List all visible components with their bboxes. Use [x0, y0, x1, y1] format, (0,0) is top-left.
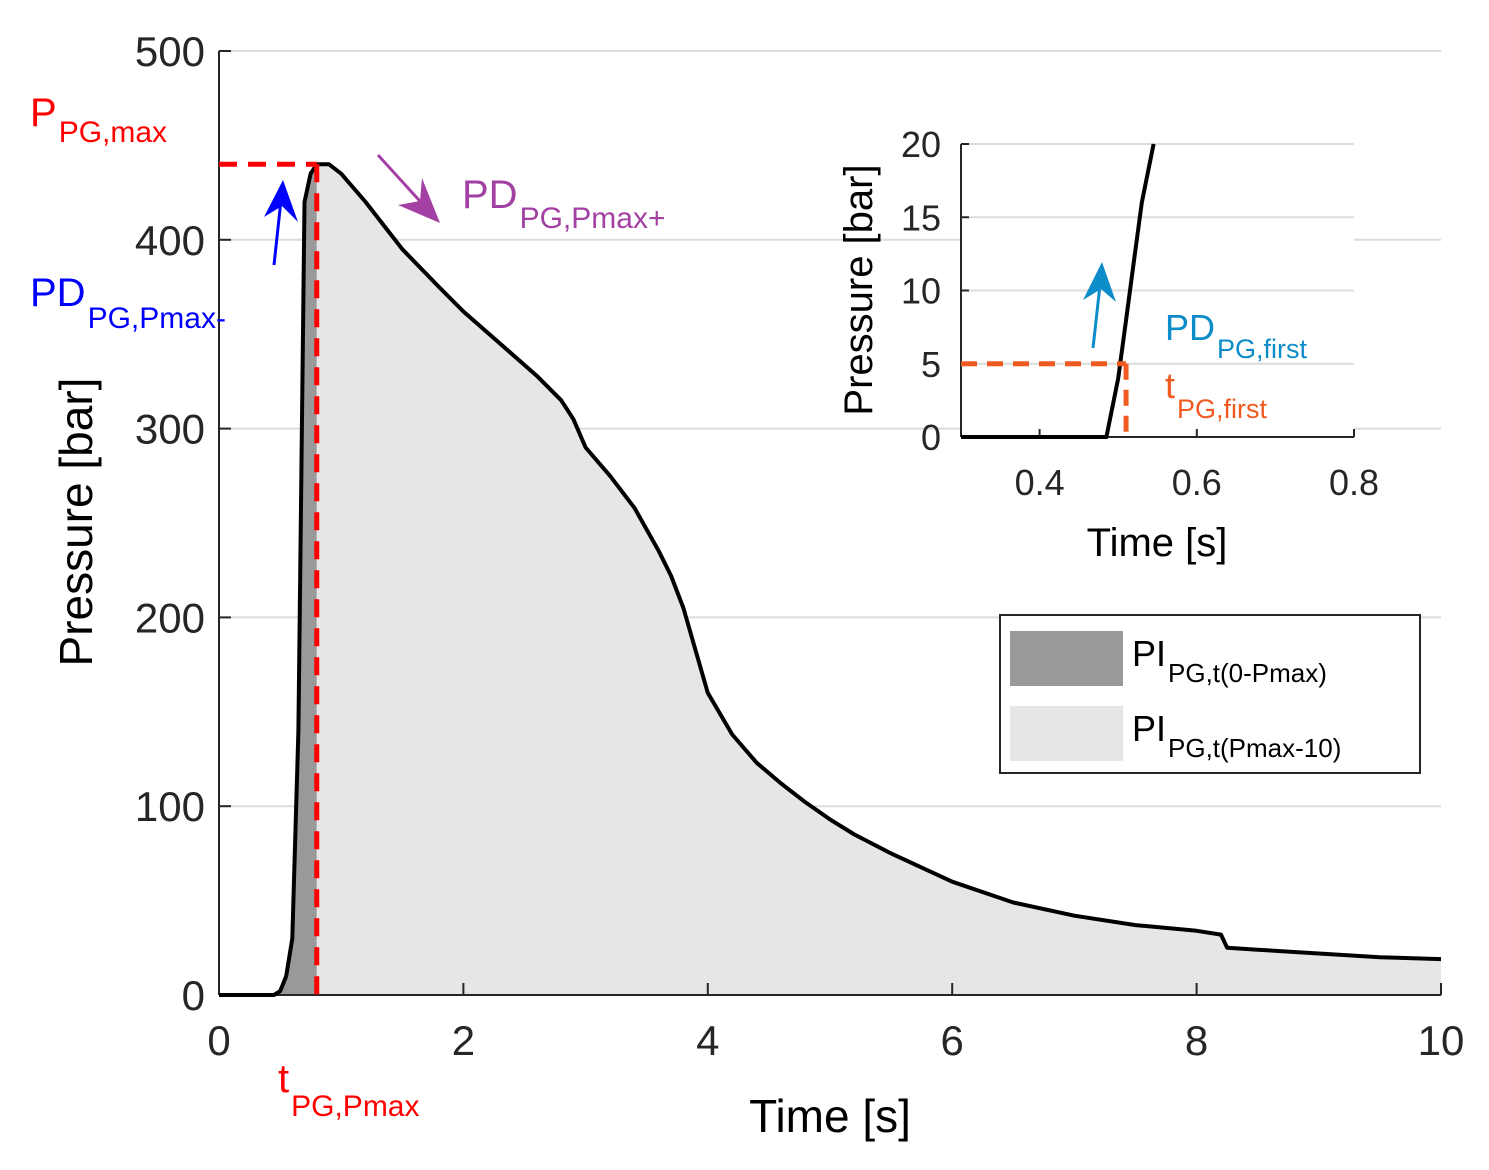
- pd-minus-annotation: PDPG,Pmax-: [30, 271, 226, 335]
- svg-text:PIPG,t(Pmax-10): PIPG,t(Pmax-10): [1132, 708, 1341, 763]
- inset-y-axis-label: Pressure [bar]: [837, 164, 881, 415]
- inset-y-tick-label-20: 20: [901, 124, 941, 165]
- y-tick-label-200: 200: [135, 594, 205, 641]
- main-reference-lines: [219, 161, 320, 995]
- main-y-axis-label: Pressure [bar]: [50, 378, 102, 667]
- y-tick-label-400: 400: [135, 217, 205, 264]
- pd-plus-arrow-icon: [376, 153, 440, 223]
- inset-y-tick-label-15: 15: [901, 197, 941, 238]
- svg-text:tPG,Pmax: tPG,Pmax: [278, 1057, 420, 1123]
- svg-text:PPG,max: PPG,max: [30, 91, 167, 149]
- y-tick-label-300: 300: [135, 406, 205, 453]
- inset-series-line: [961, 143, 1156, 439]
- inset-x-tick-label-0.4: 0.4: [1015, 462, 1065, 503]
- svg-text:PDPG,first: PDPG,first: [1165, 307, 1308, 364]
- pressure-series-line: [219, 162, 1442, 997]
- pd-first-annotation: PDPG,first: [1165, 307, 1308, 364]
- inset-x-axis-label: Time [s]: [1087, 521, 1228, 565]
- inset-reference-lines: [961, 361, 1129, 437]
- x-tick-label-4: 4: [696, 1017, 719, 1064]
- p-max-annotation: PPG,max: [30, 91, 167, 149]
- svg-text:tPG,first: tPG,first: [1165, 365, 1268, 424]
- t-pmax-annotation: tPG,Pmax: [278, 1057, 420, 1123]
- pd-first-arrow-icon: [1083, 262, 1116, 349]
- inset-y-tick-label-0: 0: [921, 417, 941, 458]
- main-shaded-areas: [274, 164, 1441, 996]
- legend-swatch-dark: [1010, 631, 1123, 686]
- main-series-line: [219, 162, 1442, 997]
- x-tick-label-0: 0: [207, 1017, 230, 1064]
- svg-text:PDPG,Pmax+: PDPG,Pmax+: [462, 173, 665, 235]
- x-tick-label-6: 6: [941, 1017, 964, 1064]
- x-tick-label-10: 10: [1418, 1017, 1465, 1064]
- inset-chart: 0.4 0.6 0.8 0 5 10 15 20 Time [s] Pressure [bar…: [837, 124, 1379, 565]
- legend-swatch-light: [1010, 706, 1123, 761]
- pd-minus-arrow-icon: [264, 180, 298, 266]
- shaded-area-1: [274, 164, 317, 996]
- t-first-annotation: tPG,first: [1165, 365, 1268, 424]
- shaded-area-2: [316, 164, 1441, 996]
- legend: PIPG,t(0-Pmax) PIPG,t(Pmax-10): [999, 614, 1421, 774]
- y-tick-label-100: 100: [135, 783, 205, 830]
- inset-y-tick-label-10: 10: [901, 271, 941, 312]
- y-tick-label-0: 0: [182, 972, 205, 1019]
- x-tick-label-2: 2: [452, 1017, 475, 1064]
- y-tick-label-500: 500: [135, 28, 205, 75]
- pd-plus-annotation: PDPG,Pmax+: [462, 173, 665, 235]
- svg-text:PIPG,t(0-Pmax): PIPG,t(0-Pmax): [1132, 633, 1327, 688]
- inset-y-tick-label-5: 5: [921, 344, 941, 385]
- x-tick-label-8: 8: [1185, 1017, 1208, 1064]
- inset-tick-labels: 0.4 0.6 0.8 0 5 10 15 20: [901, 124, 1379, 503]
- inset-x-tick-label-0.8: 0.8: [1329, 462, 1379, 503]
- main-x-axis-label: Time [s]: [749, 1090, 911, 1142]
- svg-text:PDPG,Pmax-: PDPG,Pmax-: [30, 271, 226, 335]
- inset-x-tick-label-0.6: 0.6: [1172, 462, 1222, 503]
- inset-pressure-series-line: [961, 143, 1156, 439]
